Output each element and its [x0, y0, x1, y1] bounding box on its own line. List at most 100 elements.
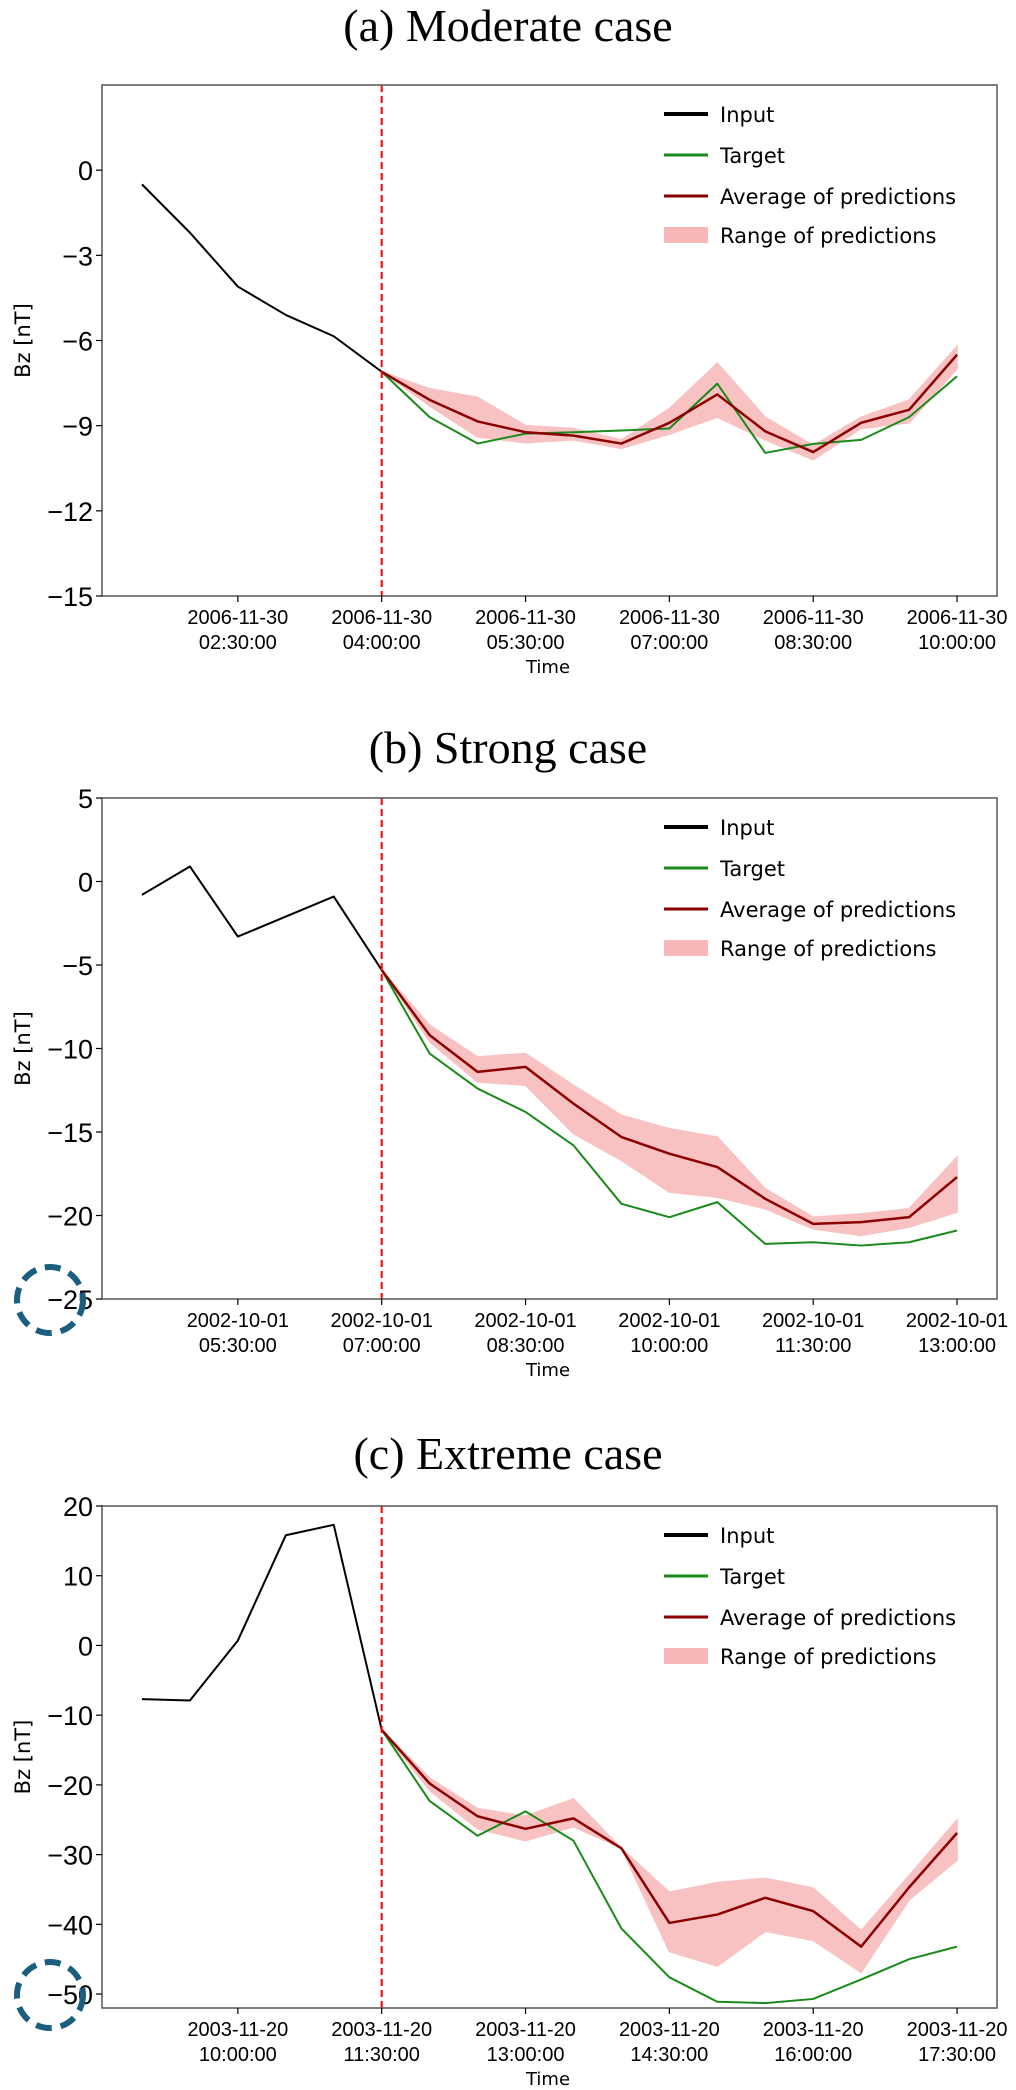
input-series-line	[141, 1523, 383, 1731]
x-tick-date: 2002-10-01	[187, 1310, 289, 1332]
y-tick-label: 5	[78, 784, 93, 814]
legend-label-target: Target	[719, 857, 785, 881]
legend-label-average: Average of predictions	[720, 898, 956, 922]
input-series-line	[141, 183, 383, 373]
x-tick-time: 17:30:00	[918, 2044, 996, 2066]
average-predictions-line	[380, 969, 958, 1226]
x-tick-time: 04:00:00	[343, 632, 421, 654]
x-tick-time: 11:30:00	[775, 1335, 851, 1357]
x-tick-time: 07:00:00	[630, 632, 708, 654]
y-tick-label: −25	[47, 1285, 93, 1315]
x-tick-date: 2003-11-20	[187, 2019, 288, 2041]
target-series-line	[380, 371, 958, 454]
y-tick-label: −20	[47, 1771, 93, 1801]
y-axis-label: Bz [nT]	[11, 1011, 35, 1086]
x-tick-time: 10:00:00	[918, 632, 996, 654]
chart-panel-b: (b) Strong case 5 0 −5 −10 −15 −20 −25 2002-10-0…	[11, 722, 1008, 1381]
legend: Input Target Average of predictions Range o…	[664, 103, 956, 248]
legend-label-target: Target	[719, 1565, 785, 1589]
x-tick-time: 10:00:00	[630, 1335, 708, 1357]
x-tick-date: 2003-11-20	[475, 2019, 576, 2041]
y-tick-label: −20	[47, 1202, 93, 1232]
x-tick-date: 2006-11-30	[187, 607, 288, 629]
x-tick-date: 2006-11-30	[331, 607, 432, 629]
chart-panel-c: (c) Extreme case 20 10 0 −10 −20 −30 −40 −50 2003…	[11, 1428, 1007, 2090]
x-tick-date: 2006-11-30	[619, 607, 720, 629]
x-axis-label: Time	[525, 1360, 570, 1381]
y-tick-label: −10	[47, 1035, 93, 1065]
target-series-line	[380, 969, 958, 1247]
x-tick-date: 2003-11-20	[331, 2019, 432, 2041]
highlight-circle-annotation	[14, 1264, 86, 1336]
chart-title: (c) Extreme case	[353, 1428, 662, 1479]
x-tick-date: 2002-10-01	[906, 1310, 1008, 1332]
y-tick-label: −12	[47, 497, 93, 527]
y-tick-label: −15	[47, 1118, 93, 1148]
legend: Input Target Average of predictions Range o…	[664, 816, 956, 961]
x-tick-time: 05:30:00	[199, 1335, 277, 1357]
legend-label-input: Input	[720, 816, 774, 840]
x-tick-date: 2003-11-20	[763, 2019, 864, 2041]
input-series-line	[141, 865, 383, 971]
x-tick-date: 2006-11-30	[763, 607, 864, 629]
x-tick-time: 02:30:00	[199, 632, 277, 654]
x-tick-time: 14:30:00	[630, 2044, 708, 2066]
chart-title: (a) Moderate case	[343, 0, 672, 51]
legend-label-input: Input	[720, 1524, 774, 1548]
x-tick-time: 11:30:00	[344, 2044, 420, 2066]
x-tick-time: 07:00:00	[343, 1335, 421, 1357]
chart-title: (b) Strong case	[369, 722, 647, 773]
y-tick-label: −3	[62, 241, 93, 271]
axes-frame	[101, 84, 998, 597]
x-tick-date: 2002-10-01	[474, 1310, 576, 1332]
average-predictions-line	[380, 1728, 958, 1948]
legend-label-average: Average of predictions	[720, 185, 956, 209]
y-tick-label: 10	[63, 1562, 93, 1592]
x-tick-time: 08:30:00	[774, 632, 852, 654]
legend-swatch-range	[664, 1648, 708, 1664]
x-tick-time: 08:30:00	[487, 1335, 565, 1357]
legend-label-input: Input	[720, 103, 774, 127]
legend-label-range: Range of predictions	[720, 224, 936, 248]
average-predictions-line	[381, 353, 958, 454]
y-tick-label: −40	[47, 1910, 93, 1940]
y-tick-label: −5	[62, 951, 93, 981]
x-tick-date: 2002-10-01	[618, 1310, 720, 1332]
y-tick-label: −30	[47, 1841, 93, 1871]
x-tick-time: 13:00:00	[918, 1335, 996, 1357]
x-tick-date: 2003-11-20	[907, 2019, 1008, 2041]
axes-frame	[101, 1505, 998, 2009]
y-tick-label: −9	[62, 412, 93, 442]
y-tick-label: −50	[47, 1980, 93, 2010]
legend-swatch-range	[664, 227, 708, 243]
target-series-line	[380, 1729, 958, 2005]
x-axis-label: Time	[525, 657, 570, 678]
chart-panel-a: (a) Moderate case 0 −3 −6 −9 −12 −15 2006-11-30…	[11, 0, 1007, 678]
legend-label-range: Range of predictions	[720, 937, 936, 961]
y-tick-label: 0	[78, 1631, 93, 1661]
x-tick-time: 05:30:00	[487, 632, 565, 654]
x-tick-date: 2006-11-30	[907, 607, 1008, 629]
x-tick-time: 13:00:00	[487, 2044, 565, 2066]
x-tick-date: 2002-10-01	[331, 1310, 433, 1332]
x-tick-time: 10:00:00	[199, 2044, 277, 2066]
y-tick-label: −10	[47, 1701, 93, 1731]
highlight-circle-annotation	[14, 1959, 86, 2032]
y-axis-label: Bz [nT]	[11, 303, 35, 378]
x-tick-date: 2003-11-20	[619, 2019, 720, 2041]
y-tick-label: 0	[78, 156, 93, 186]
legend-label-average: Average of predictions	[720, 1606, 956, 1630]
range-of-predictions-band	[381, 344, 958, 461]
x-tick-date: 2006-11-30	[475, 607, 576, 629]
legend-swatch-range	[664, 940, 708, 956]
y-tick-label: −6	[62, 327, 93, 357]
legend-label-target: Target	[719, 144, 785, 168]
y-tick-label: 20	[63, 1492, 93, 1522]
x-axis-label: Time	[525, 2069, 570, 2090]
y-axis-label: Bz [nT]	[11, 1720, 35, 1795]
legend-label-range: Range of predictions	[720, 1645, 936, 1669]
x-tick-date: 2002-10-01	[762, 1310, 864, 1332]
y-tick-label: −15	[47, 582, 93, 612]
y-tick-label: 0	[78, 868, 93, 898]
